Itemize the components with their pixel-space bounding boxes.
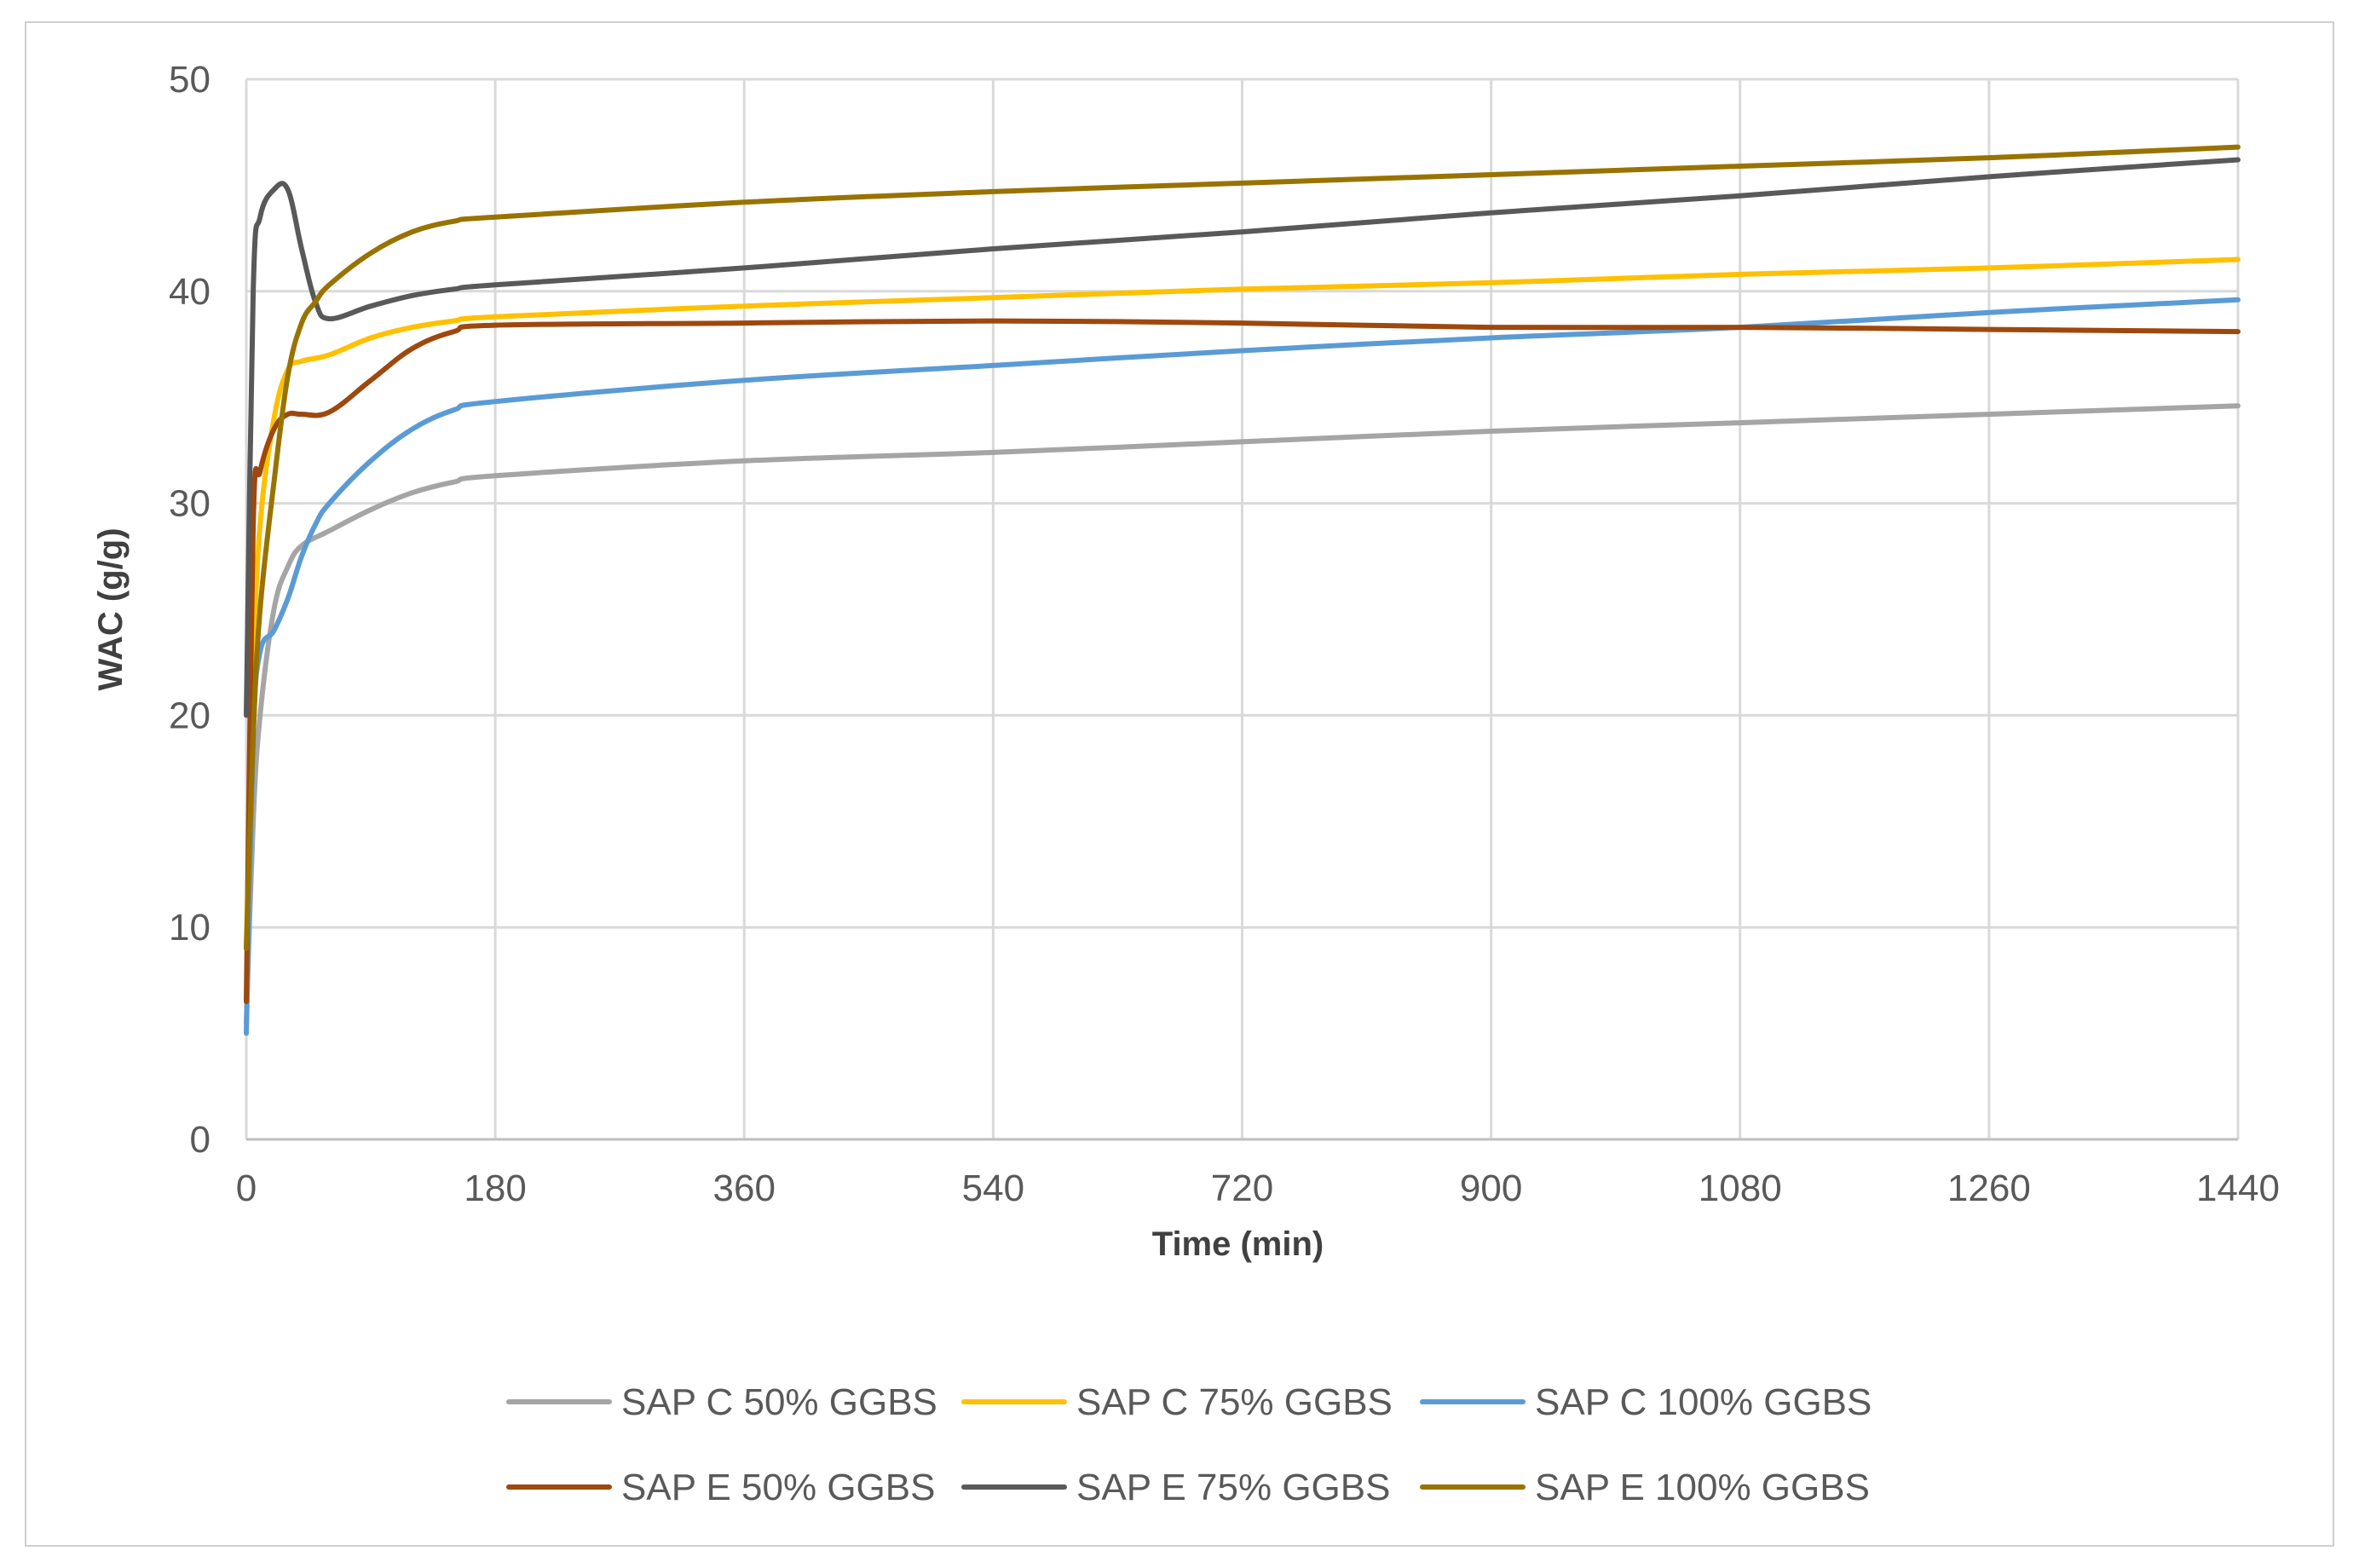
y-axis-title: WAC (g/g): [92, 527, 130, 690]
grid-layer: [245, 78, 2240, 1139]
series-line-sap-c-75-ggbs: [244, 257, 2241, 952]
series-line-sap-e-75-ggbs: [244, 157, 2241, 718]
x-tick-label: 900: [1460, 1167, 1522, 1209]
y-tick-label: 10: [169, 907, 211, 948]
x-tick-label: 540: [962, 1167, 1024, 1209]
legend: SAP C 50% GGBS SAP C 75% GGBS SAP C 100% G…: [506, 1381, 1872, 1508]
label-layer: 0 10 20 30 40 50 0 180 360 540 720 900 1080 1260 1440: [169, 59, 2280, 1209]
x-tick-label: 0: [236, 1167, 257, 1209]
legend-label: SAP C 75% GGBS: [1076, 1381, 1393, 1423]
y-tick-label: 0: [190, 1119, 211, 1161]
legend-label: SAP C 50% GGBS: [621, 1381, 937, 1423]
x-tick-label: 1080: [1699, 1167, 1782, 1209]
legend-label: SAP E 50% GGBS: [621, 1467, 935, 1508]
legend-label: SAP E 100% GGBS: [1535, 1467, 1870, 1508]
x-axis-title: Time (min): [1152, 1225, 1324, 1263]
x-tick-label: 360: [713, 1167, 776, 1209]
legend-label: SAP E 75% GGBS: [1076, 1467, 1390, 1508]
x-tick-label: 1260: [1947, 1167, 2031, 1209]
series-line-sap-e-100-ggbs: [244, 144, 2241, 952]
legend-label: SAP C 100% GGBS: [1535, 1381, 1872, 1423]
y-tick-label: 30: [169, 483, 211, 525]
series-line-sap-c-50-ggbs: [244, 403, 2241, 1026]
y-tick-label: 20: [169, 695, 211, 736]
y-tick-label: 50: [169, 59, 211, 101]
x-tick-label: 720: [1211, 1167, 1273, 1209]
y-tick-label: 40: [169, 271, 211, 313]
x-tick-label: 180: [464, 1167, 526, 1209]
series-layer: [244, 144, 2241, 1036]
series-line-sap-e-50-ggbs: [244, 318, 2241, 1005]
x-tick-label: 1440: [2196, 1167, 2280, 1209]
chart-frame: 0 10 20 30 40 50 0 180 360 540 720 900 1080 1260 1440 …: [25, 21, 2334, 1547]
